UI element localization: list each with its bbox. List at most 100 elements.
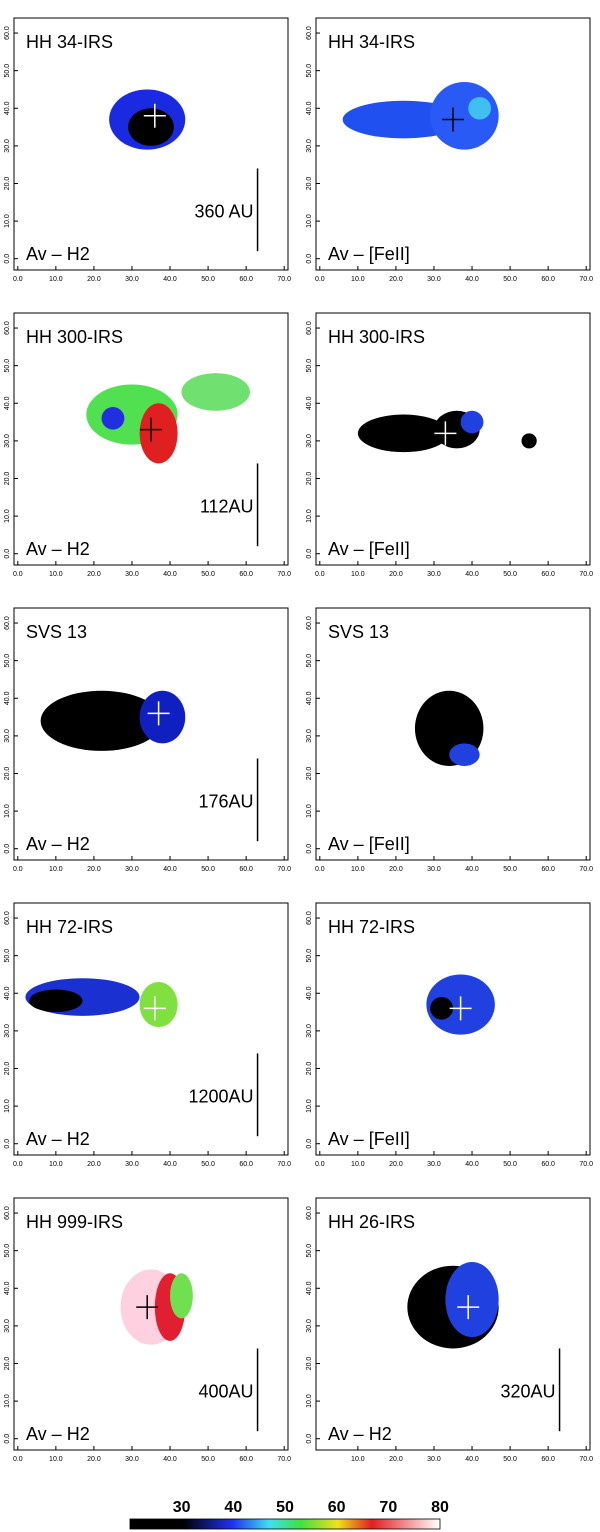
x-tick-label: 10.0 [49,571,63,578]
colorbar-label: 30 [173,1499,191,1516]
y-tick-label: 20.0 [306,177,313,191]
frame [315,607,591,861]
x-tick-label: 10.0 [351,866,365,873]
x-tick-label: 60.0 [239,276,253,283]
map-region [449,743,480,766]
y-tick-label: 20.0 [4,767,11,781]
y-tick-label: 0.0 [306,254,313,264]
y-tick-label: 0.0 [4,1434,11,1444]
scale-label: 400AU [199,1381,254,1401]
x-tick-label: 70.0 [579,1456,593,1463]
x-tick-label: 70.0 [277,1161,291,1168]
colorbar-label: 60 [328,1499,346,1516]
x-tick-label: 10.0 [351,276,365,283]
map-region [139,690,186,744]
x-tick-label: 70.0 [277,571,291,578]
x-tick-label: 0.0 [315,276,325,283]
frame [315,902,591,1156]
y-tick-label: 60.0 [4,1206,11,1220]
x-tick-label: 20.0 [389,1456,403,1463]
x-tick-label: 50.0 [503,1161,517,1168]
panel: HH 72-IRS Av – H2 1200AU 0.0 10.0 20.0 30.0 40.… [4,902,291,1168]
map-region [101,407,125,430]
scale-label: 320AU [501,1381,556,1401]
y-tick-label: 50.0 [306,654,313,668]
y-tick-label: 30.0 [4,139,11,153]
y-tick-label: 60.0 [306,26,313,40]
panel: HH 26-IRS Av – H2 320AU 10.0 20.0 30.0 40.0 50.… [306,1197,593,1463]
y-tick-label: 40.0 [4,396,11,410]
x-tick-label: 40.0 [465,276,479,283]
source-cross [147,701,170,726]
frame [315,312,591,566]
x-tick-label: 0.0 [13,1456,23,1463]
x-tick-label: 0.0 [13,276,23,283]
x-tick-label: 60.0 [541,276,555,283]
map-region [40,690,163,751]
map-region [170,1273,193,1319]
x-tick-label: 40.0 [163,1161,177,1168]
y-tick-label: 20.0 [306,472,313,486]
x-tick-label: 30.0 [125,1456,139,1463]
x-tick-label: 30.0 [427,276,441,283]
x-tick-label: 60.0 [541,1456,555,1463]
x-tick-label: 70.0 [579,276,593,283]
y-tick-label: 40.0 [306,101,313,115]
x-tick-label: 50.0 [201,571,215,578]
y-tick-label: 0.0 [4,254,11,264]
x-tick-label: 50.0 [201,1456,215,1463]
panel-label: Av – H2 [26,1424,90,1444]
y-tick-label: 30.0 [4,729,11,743]
x-tick-label: 20.0 [389,571,403,578]
x-tick-label: 70.0 [579,1161,593,1168]
x-tick-label: 60.0 [239,866,253,873]
y-tick-label: 10.0 [4,214,11,228]
x-tick-label: 0.0 [315,571,325,578]
panel: HH 300-IRS Av – H2 112AU 0.0 10.0 20.0 30.0 40.… [4,312,291,578]
x-tick-label: 20.0 [389,1161,403,1168]
map-region [445,1261,499,1338]
source-cross [143,996,166,1021]
frame [315,1197,591,1451]
frame [315,17,591,271]
x-tick-label: 0.0 [315,1161,325,1168]
y-tick-label: 10.0 [4,1099,11,1113]
y-tick-label: 10.0 [306,509,313,523]
x-tick-label: 10.0 [351,1456,365,1463]
panel-title: HH 34-IRS [26,32,113,52]
frame [13,1197,289,1451]
x-tick-label: 30.0 [427,866,441,873]
source-cross [445,701,468,726]
y-tick-label: 40.0 [4,986,11,1000]
map-region [430,997,454,1020]
x-tick-label: 40.0 [465,1456,479,1463]
panel-title: SVS 13 [26,622,87,642]
y-tick-label: 10.0 [4,804,11,818]
colorbar-label: 40 [224,1499,242,1516]
y-tick-label: 40.0 [306,396,313,410]
y-tick-label: 40.0 [306,691,313,705]
x-tick-label: 50.0 [503,571,517,578]
y-tick-label: 50.0 [306,359,313,373]
y-tick-label: 30.0 [4,434,11,448]
y-tick-label: 50.0 [4,949,11,963]
panel-label: Av – [FeII] [328,1129,410,1149]
panel: HH 999-IRS Av – H2 400AU 0.0 10.0 20.0 30.0 40.… [4,1197,291,1463]
y-tick-label: 40.0 [306,1281,313,1295]
y-tick-label: 40.0 [4,691,11,705]
x-tick-label: 0.0 [13,571,23,578]
panel-label: Av – H2 [26,244,90,264]
y-tick-label: 20.0 [306,767,313,781]
y-tick-label: 0.0 [4,844,11,854]
y-tick-label: 60.0 [4,911,11,925]
y-tick-label: 30.0 [306,434,313,448]
x-tick-label: 60.0 [541,1161,555,1168]
y-tick-label: 20.0 [4,1062,11,1076]
x-tick-label: 60.0 [239,571,253,578]
panel-title: HH 999-IRS [26,1212,123,1232]
y-tick-label: 50.0 [306,949,313,963]
x-tick-label: 20.0 [87,866,101,873]
colorbar [129,1518,441,1530]
y-tick-label: 0.0 [4,549,11,559]
x-tick-label: 50.0 [201,276,215,283]
